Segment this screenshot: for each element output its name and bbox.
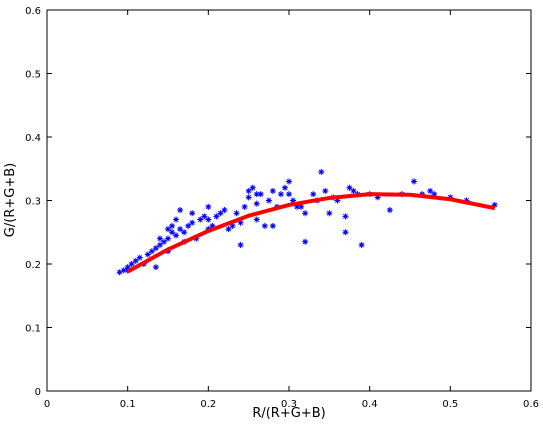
scatter-point	[233, 210, 240, 217]
scatter-point	[144, 251, 151, 258]
y-tick-label: 0	[35, 387, 41, 398]
scatter-point	[165, 226, 171, 233]
scatter-point	[169, 229, 176, 236]
scatter-point	[310, 191, 317, 198]
scatter-point	[253, 191, 260, 198]
scatter-point	[217, 210, 224, 217]
scatter-point	[261, 222, 268, 229]
scatter-point	[386, 207, 393, 214]
scatter-point	[156, 241, 163, 248]
scatter-point	[322, 187, 329, 194]
scatter-point	[253, 200, 260, 207]
scatter-point	[431, 191, 438, 198]
scatter-point	[269, 187, 276, 194]
scatter-point	[358, 241, 365, 248]
scatter-point	[286, 178, 292, 185]
y-tick-label: 0.5	[25, 70, 41, 81]
scatter-point	[169, 222, 176, 229]
scatter-point	[245, 187, 252, 194]
scatter-point	[205, 216, 212, 223]
x-tick-label: 0.2	[200, 399, 216, 410]
scatter-point	[302, 210, 309, 217]
scatter-point	[346, 184, 353, 191]
scatter-point	[189, 219, 196, 226]
scatter-point	[185, 222, 192, 229]
scatter-point	[350, 187, 357, 194]
scatter-point	[116, 269, 123, 276]
scatter-point	[237, 219, 244, 226]
scatter-point	[290, 197, 297, 204]
fit-line	[126, 192, 496, 274]
x-tick-label: 0	[44, 399, 50, 410]
scatter-point	[152, 245, 159, 252]
scatter-point	[342, 213, 349, 220]
scatter-point	[136, 254, 143, 261]
scatter-point	[427, 187, 434, 194]
scatter-point	[205, 203, 212, 210]
scatter-point	[286, 191, 292, 198]
y-tick-label: 0.2	[25, 260, 41, 271]
x-tick-label: 0.5	[442, 399, 458, 410]
scatter-point	[128, 261, 135, 267]
y-tick-label: 0.3	[25, 197, 41, 208]
scatter-point	[241, 203, 248, 210]
scatter-point	[156, 235, 163, 242]
scatter-point	[177, 207, 184, 214]
scatter-point	[197, 216, 204, 223]
x-tick-label: 0.1	[120, 399, 136, 410]
scatter-point	[221, 207, 228, 214]
scatter-point	[298, 203, 305, 210]
x-axis-label: R/(R+G+B)	[252, 406, 325, 421]
scatter-point	[213, 213, 220, 220]
scatter-point	[342, 229, 349, 236]
scatter-point	[281, 184, 288, 191]
scatter-point	[334, 197, 341, 204]
scatter-point	[326, 210, 333, 217]
scatter-point	[173, 216, 180, 223]
scatter-point	[177, 226, 184, 233]
scatter-point	[245, 194, 252, 201]
scatter-point	[237, 241, 244, 248]
scatter-point	[318, 168, 325, 175]
scatter-point	[302, 238, 309, 245]
x-tick-label: 0.6	[523, 399, 539, 410]
scatter-point	[229, 222, 236, 229]
y-tick-label: 0.1	[25, 324, 41, 335]
scatter-point	[277, 191, 284, 198]
scatter-point	[165, 235, 171, 242]
scatter-point	[189, 210, 196, 217]
scatter-point	[269, 222, 276, 229]
scatter-point	[181, 229, 188, 236]
scatter-point	[124, 264, 131, 271]
scatter-point	[411, 178, 418, 185]
x-tick-label: 0.3	[281, 399, 297, 410]
scatter-point	[374, 194, 381, 201]
scatter-point	[257, 191, 264, 198]
scatter-point	[148, 248, 155, 255]
scatter-point	[253, 216, 260, 223]
scatter-point	[294, 203, 301, 210]
scatter-point	[225, 226, 232, 233]
scatter-point	[249, 184, 256, 191]
scatter-point	[152, 264, 159, 271]
scatter-point	[120, 267, 127, 274]
y-tick-label: 0.6	[25, 6, 41, 17]
y-axis-label: G/(R+G+B)	[3, 163, 18, 237]
scatter-point	[491, 201, 498, 208]
x-tick-label: 0.4	[362, 399, 378, 410]
y-tick-label: 0.4	[25, 133, 41, 144]
scatter-point	[209, 222, 216, 229]
scatter-point	[132, 257, 139, 264]
scatter-point	[201, 213, 208, 220]
scatter-point	[265, 197, 272, 204]
scatter-point	[160, 238, 167, 245]
scatter-point	[173, 232, 180, 239]
